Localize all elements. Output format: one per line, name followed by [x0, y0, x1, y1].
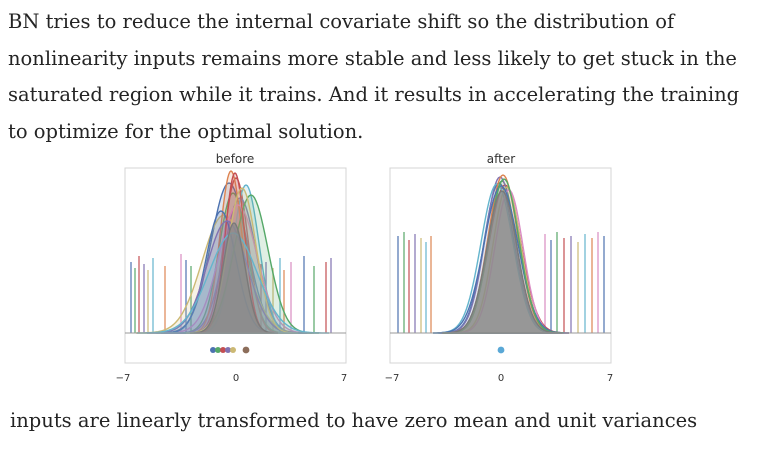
body-paragraph: BN tries to reduce the internal covariat…	[8, 10, 740, 143]
after-tick-min: −7	[385, 373, 400, 384]
after-title: after	[487, 152, 515, 166]
before-density-curves	[125, 170, 346, 334]
after-panel: after −7 0 7	[385, 152, 614, 384]
mean-marker	[242, 346, 250, 354]
after-plot-frame	[389, 167, 612, 364]
after-tick-zero: 0	[498, 373, 504, 384]
before-plot-frame	[124, 167, 347, 364]
after-tick-max: 7	[607, 373, 613, 384]
mean-marker	[210, 347, 216, 353]
mean-marker	[220, 347, 226, 353]
mean-marker	[230, 347, 236, 353]
mean-marker	[497, 346, 505, 354]
after-rug-lines	[397, 232, 605, 333]
before-tick-zero: 0	[233, 373, 239, 384]
after-density-curves	[390, 174, 611, 334]
mean-marker	[215, 347, 221, 353]
before-tick-max: 7	[341, 373, 347, 384]
density-curve	[189, 222, 279, 334]
after-mean-markers	[497, 346, 505, 354]
density-curve	[441, 190, 563, 334]
before-title: before	[216, 152, 255, 166]
before-tick-min: −7	[116, 373, 131, 384]
figure-caption: inputs are linearly transformed to have …	[10, 409, 698, 432]
before-mean-markers	[210, 346, 250, 354]
mean-marker	[225, 347, 231, 353]
before-panel: before −7 0 7	[116, 152, 348, 384]
